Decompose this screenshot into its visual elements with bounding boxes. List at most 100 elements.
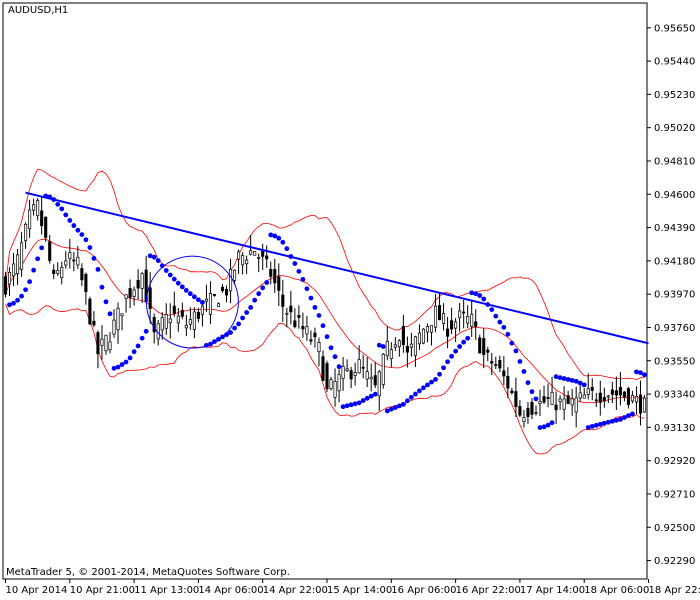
sar-dot [557, 375, 563, 381]
sar-dot [541, 424, 547, 430]
y-tick-label: 0.92920 [654, 456, 695, 467]
sar-dot [187, 291, 193, 297]
sar-dot [461, 339, 467, 345]
sar-dot [601, 420, 607, 426]
sar-dot [71, 223, 77, 228]
sar-dot [75, 227, 81, 233]
candle-body [48, 241, 52, 261]
candle-body [325, 363, 329, 390]
candle-body [176, 315, 180, 324]
candle-body [108, 341, 112, 350]
candle-body [265, 255, 269, 260]
candle-body [614, 390, 618, 396]
sar-dot [324, 334, 330, 340]
sar-dot [15, 297, 20, 303]
sar-dot [396, 403, 402, 409]
sar-dot [609, 418, 615, 424]
sar-dot [151, 254, 157, 260]
time-axis: 10 Apr 2014 10 Apr 21:00 11 Apr 13:00 14 Ap… [5, 579, 700, 596]
candle-body [52, 269, 56, 275]
sar-dot [453, 348, 459, 354]
sar-dot [380, 344, 386, 349]
candle-body [626, 388, 630, 405]
candle-body [60, 267, 64, 279]
candle-body [606, 395, 610, 398]
sar-dot [421, 385, 426, 391]
sar-dot [376, 342, 382, 348]
sar-dot [35, 256, 41, 262]
candle-body [349, 370, 353, 380]
y-tick-label: 0.93340 [654, 390, 695, 401]
sar-dot [308, 295, 314, 301]
candle-body [554, 404, 558, 411]
sar-dot [457, 344, 463, 349]
candle-body [64, 260, 68, 266]
candle-body [357, 359, 361, 374]
sar-dot [638, 370, 643, 376]
candle-body [534, 412, 538, 414]
sar-dot [123, 359, 129, 365]
y-tick-label: 0.94810 [654, 156, 695, 167]
candle-body [638, 394, 643, 414]
sar-dot [356, 400, 362, 406]
y-tick-label: 0.95440 [654, 57, 695, 68]
candle-body [44, 216, 48, 238]
candle-body [429, 325, 434, 333]
sar-dot [115, 364, 121, 370]
sar-dot [171, 276, 177, 282]
sar-dot [328, 345, 334, 351]
x-tick-label: 16 Apr 06:00 [391, 585, 456, 596]
candle-body [220, 286, 225, 291]
sar-dot [384, 408, 390, 414]
candle-body [84, 273, 88, 293]
candle-body [353, 372, 357, 376]
candle-body [542, 396, 546, 403]
sar-dot [364, 395, 370, 401]
candle-body [152, 317, 156, 333]
candle-body [28, 209, 32, 230]
sar-dot [296, 268, 302, 274]
candle-body [11, 263, 16, 277]
candle-body [269, 269, 273, 277]
candle-body [116, 307, 120, 331]
candle-body [482, 338, 486, 355]
sar-dot [107, 311, 113, 317]
sar-dot [368, 393, 374, 399]
plot-area[interactable] [2, 2, 648, 580]
sar-dot [244, 310, 250, 315]
sar-dot [163, 268, 169, 273]
sar-dot [236, 321, 241, 327]
candle-body [494, 364, 498, 366]
candle-body [582, 394, 586, 399]
candle-body [257, 257, 261, 259]
sar-dot [256, 291, 262, 297]
sar-dot [469, 290, 475, 296]
candle-body [253, 251, 257, 256]
candle-body [241, 255, 245, 266]
sar-dot [135, 343, 141, 349]
candle-body [333, 381, 337, 398]
candle-body [454, 321, 458, 329]
sar-dot [292, 261, 298, 266]
candle-body [200, 305, 204, 315]
x-tick-label: 10 Apr 21:00 [70, 585, 135, 596]
candle-body [345, 368, 349, 371]
candle-body [76, 256, 80, 266]
y-tick-label: 0.92710 [654, 489, 695, 500]
candle-body [610, 389, 614, 395]
candle-body [233, 269, 237, 281]
candle-body [570, 398, 574, 406]
candle-body [421, 328, 426, 344]
candle-body [96, 332, 100, 355]
sar-dot [59, 206, 65, 212]
candle-body [273, 268, 277, 284]
sar-dot [433, 376, 438, 382]
sar-dot [473, 291, 479, 297]
copyright-label: MetaTrader 5, © 2001-2014, MetaQuotes So… [6, 567, 290, 578]
bollinger-upper-band [5, 168, 645, 381]
sar-dot [634, 369, 639, 375]
sar-dot [344, 403, 350, 409]
candle-body [132, 289, 136, 298]
candle-body [341, 366, 345, 379]
drawing-objects[interactable] [25, 191, 649, 349]
